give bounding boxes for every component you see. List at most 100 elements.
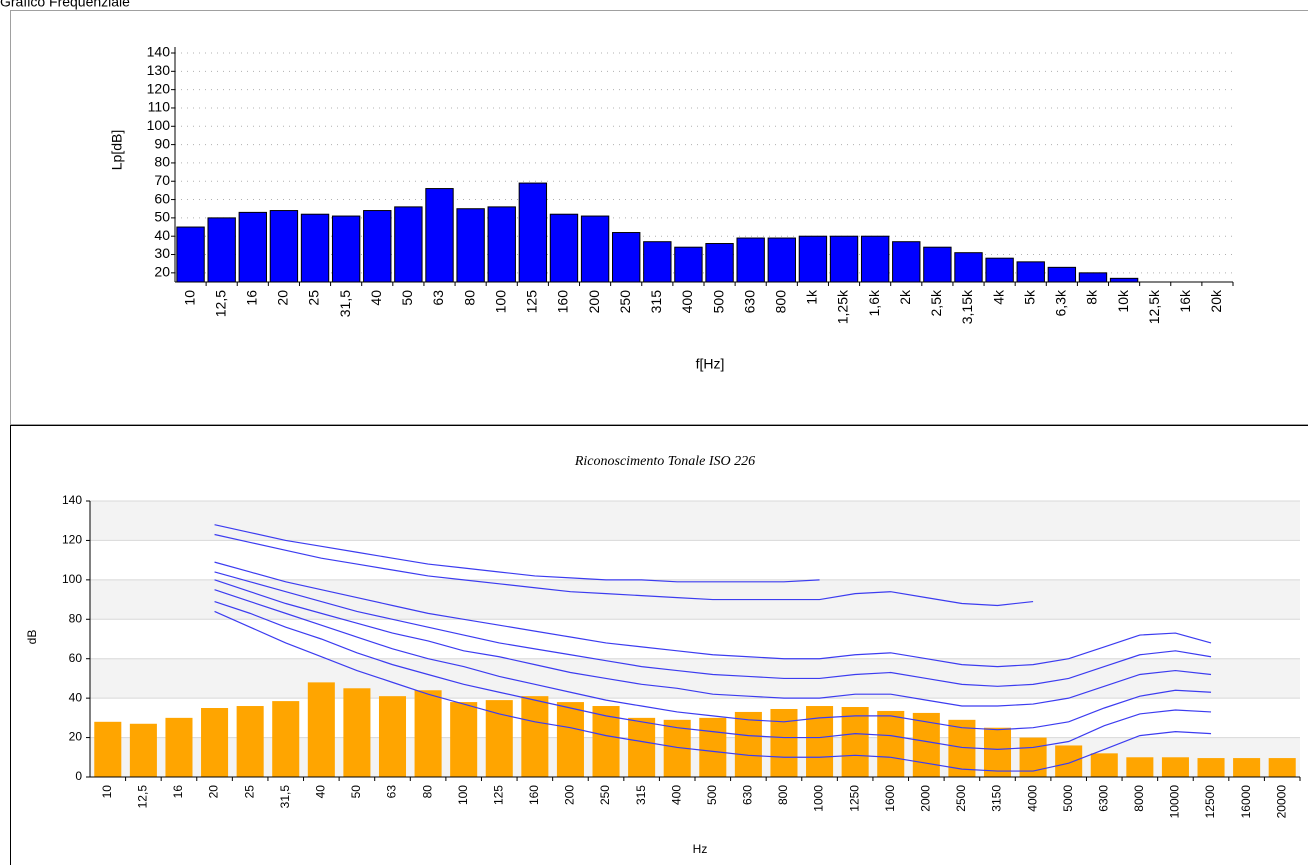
- x-axis-label: Hz: [693, 842, 708, 856]
- x-tick-label: 2,5k: [928, 289, 944, 316]
- y-tick-label: 20: [154, 264, 170, 280]
- bar: [456, 208, 485, 283]
- x-tick-label: 200: [586, 290, 602, 314]
- bar: [236, 706, 264, 777]
- y-tick-label: 40: [154, 227, 170, 243]
- bar: [877, 710, 905, 777]
- bar: [207, 217, 236, 283]
- y-tick-label: 110: [148, 99, 171, 115]
- x-tick-label: 3150: [990, 785, 1004, 812]
- x-tick-label: 31,5: [278, 785, 292, 809]
- bar: [1109, 277, 1139, 283]
- x-tick-label: 2000: [918, 785, 932, 812]
- x-tick-label: 1600: [883, 785, 897, 812]
- x-tick-label: 50: [399, 290, 415, 306]
- bar: [628, 717, 656, 777]
- x-tick-label: 1000: [812, 785, 826, 812]
- bar: [912, 712, 940, 777]
- bar: [1047, 266, 1077, 283]
- bar: [201, 708, 229, 777]
- x-tick-label: 8000: [1132, 785, 1146, 812]
- contour-line: [214, 579, 1212, 707]
- bar: [860, 235, 890, 283]
- y-tick-label: 80: [69, 611, 83, 625]
- contour-line: [214, 524, 820, 583]
- y-tick-label: 120: [62, 533, 82, 547]
- x-axis-label: f[Hz]: [696, 356, 725, 372]
- x-tick-label: 400: [669, 785, 683, 805]
- bar: [521, 696, 549, 777]
- x-tick-label: 500: [710, 290, 726, 314]
- x-tick-label: 16: [171, 785, 185, 799]
- y-tick-label: 140: [147, 44, 171, 60]
- x-tick-label: 10: [181, 290, 197, 306]
- bar: [592, 706, 620, 777]
- bar: [985, 257, 1014, 283]
- bar: [549, 213, 579, 283]
- bar: [176, 226, 205, 283]
- bar: [425, 188, 454, 283]
- x-tick-label: 315: [634, 785, 648, 805]
- bar: [1090, 753, 1118, 777]
- x-tick-label: 4k: [990, 289, 1006, 305]
- y-tick-label: 30: [154, 245, 170, 261]
- x-tick-label: 315: [648, 290, 664, 314]
- x-tick-label: 8k: [1084, 289, 1100, 305]
- y-tick-label: 60: [69, 651, 83, 665]
- bar: [165, 717, 193, 777]
- x-tick-label: 1250: [847, 785, 861, 812]
- y-tick-label: 100: [147, 117, 171, 133]
- bar: [954, 252, 983, 283]
- bar: [643, 241, 672, 283]
- bar: [892, 241, 921, 283]
- contour-line: [214, 561, 1212, 668]
- bar: [1055, 745, 1083, 777]
- bar: [806, 706, 834, 777]
- y-tick-label: 120: [147, 80, 171, 96]
- bar: [705, 243, 734, 283]
- x-tick-label: 1,25k: [835, 289, 851, 324]
- bar: [556, 702, 584, 777]
- x-tick-label: 100: [456, 785, 470, 805]
- y-tick-label: 40: [69, 690, 83, 704]
- bar: [798, 235, 828, 283]
- contour-line: [214, 600, 1212, 751]
- x-tick-label: 12500: [1203, 785, 1217, 819]
- group-title: Grafico Frequenziale: [0, 0, 130, 10]
- contour-line: [214, 533, 1034, 607]
- x-tick-label: 3,15k: [959, 289, 975, 324]
- y-tick-label: 20: [69, 730, 83, 744]
- x-tick-label: 16k: [1177, 289, 1193, 313]
- y-tick-label: 100: [62, 572, 82, 586]
- contour-line: [214, 589, 1212, 731]
- bar: [414, 690, 442, 777]
- grid-band: [90, 579, 1300, 620]
- x-tick-label: 40: [368, 290, 384, 306]
- bar: [331, 215, 361, 283]
- bar: [94, 721, 122, 777]
- x-tick-label: 10: [100, 785, 114, 799]
- x-tick-label: 200: [563, 785, 577, 805]
- x-tick-label: 12,5: [212, 290, 228, 317]
- x-tick-label: 10k: [1115, 289, 1131, 313]
- bar: [1019, 737, 1047, 777]
- x-tick-label: 2500: [954, 785, 968, 812]
- bar: [450, 702, 478, 777]
- x-tick-label: 800: [772, 290, 788, 314]
- bar: [1126, 757, 1154, 777]
- bar: [378, 696, 407, 777]
- bar: [269, 210, 299, 283]
- bar: [485, 700, 513, 777]
- x-tick-label: 20: [207, 785, 221, 799]
- bar: [770, 708, 798, 777]
- bar: [983, 727, 1012, 777]
- grid-band: [90, 501, 1300, 541]
- panel-tonal: [10, 425, 1308, 865]
- x-tick-label: 5k: [1021, 289, 1037, 305]
- bar: [300, 213, 330, 283]
- x-tick-label: 6,3k: [1053, 289, 1069, 316]
- bar: [580, 215, 610, 283]
- bar: [1268, 758, 1296, 777]
- bar: [518, 182, 548, 283]
